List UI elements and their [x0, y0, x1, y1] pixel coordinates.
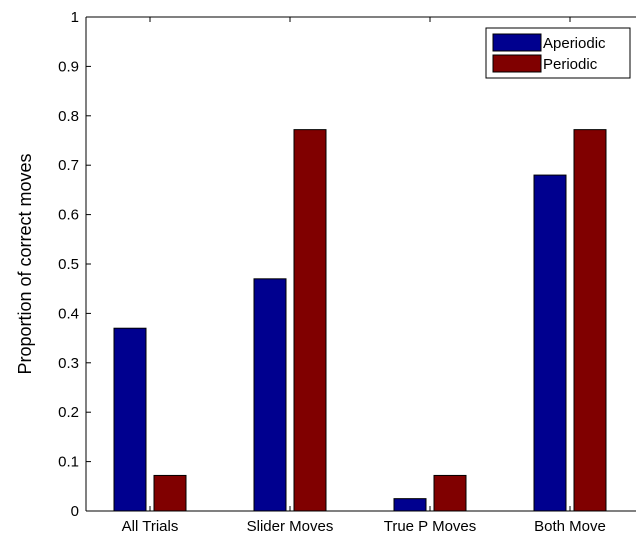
- x-tick-label: All Trials: [122, 518, 179, 535]
- y-tick-label: 0.1: [58, 454, 79, 471]
- legend-swatch-periodic: [492, 54, 542, 73]
- bar-periodic-2: [433, 474, 467, 512]
- y-tick-label: 0.5: [58, 256, 79, 273]
- bar-aperiodic-2: [393, 498, 427, 512]
- legend-swatch-aperiodic: [492, 33, 542, 52]
- y-tick-label: 0.6: [58, 207, 79, 224]
- axes-group: 0 0.1 0.2 0.3 0.4 0.5 0.6 0.7 0.8 0.9 1 All Trials S…: [58, 9, 636, 535]
- y-axis-title: Proportion of correct moves: [15, 153, 35, 374]
- bar-aperiodic-0: [113, 327, 147, 512]
- x-tick-label: Both Move: [534, 518, 606, 535]
- bar-periodic-0: [153, 474, 187, 512]
- x-tick-label: Slider Moves: [247, 518, 334, 535]
- y-tick-label: 0.3: [58, 355, 79, 372]
- bar-periodic-1: [293, 129, 327, 512]
- y-tick-label: 0.2: [58, 404, 79, 421]
- y-tick-label: 0.9: [58, 58, 79, 75]
- y-tick-label: 0.7: [58, 157, 79, 174]
- bars-group: [113, 129, 607, 512]
- bar-aperiodic-3: [533, 174, 567, 512]
- bar-periodic-3: [573, 129, 607, 512]
- y-tick-label: 0: [71, 503, 79, 520]
- bar-aperiodic-1: [253, 278, 287, 512]
- legend: Aperiodic Periodic: [485, 27, 631, 79]
- x-tick-label: True P Moves: [384, 518, 477, 535]
- y-tick-label: 0.8: [58, 108, 79, 125]
- y-tick-label: 0.4: [58, 305, 79, 322]
- legend-label-periodic: Periodic: [543, 56, 598, 73]
- legend-label-aperiodic: Aperiodic: [543, 35, 606, 52]
- y-tick-label: 1: [71, 9, 79, 26]
